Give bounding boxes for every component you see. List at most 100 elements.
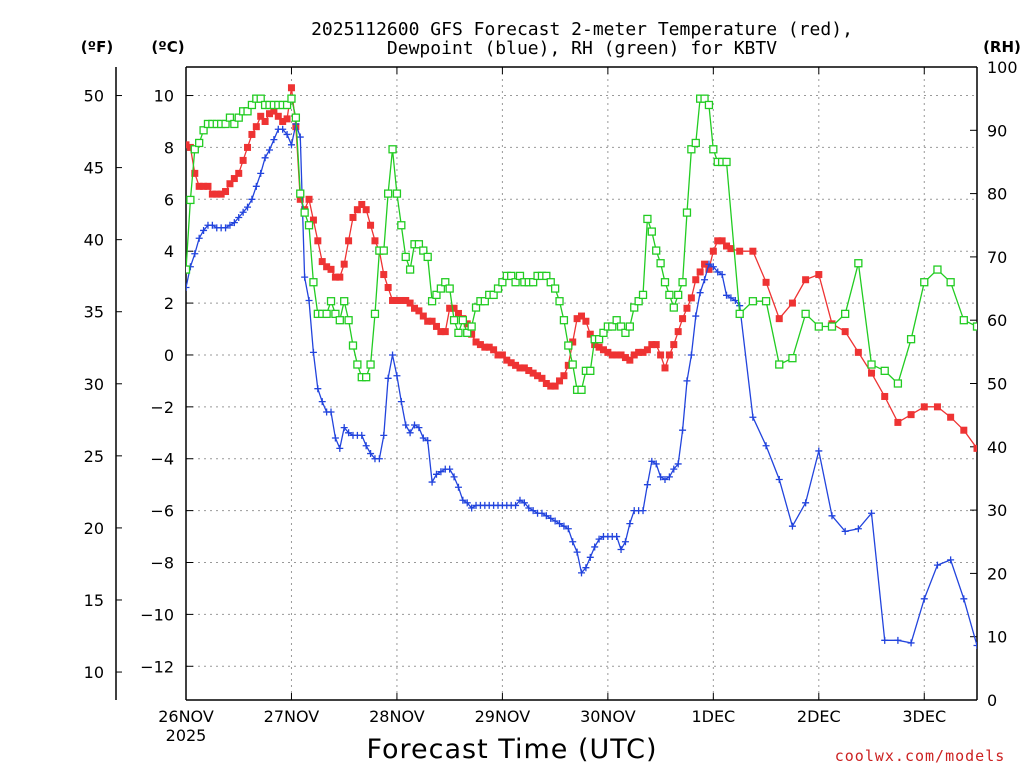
temperature-point	[841, 328, 849, 336]
temperature-point	[815, 271, 823, 279]
temperature-point	[274, 112, 282, 120]
temperature-point	[279, 117, 287, 125]
dewpoint-point	[367, 450, 375, 458]
temperature-point	[371, 237, 379, 245]
dewpoint-point	[947, 556, 955, 564]
temperature-point	[331, 273, 339, 281]
temperature-point	[538, 374, 546, 382]
rh-point	[586, 366, 595, 375]
dewpoint-point	[573, 548, 581, 556]
dewpoint-point	[419, 434, 427, 442]
dewpoint-point	[714, 268, 722, 276]
rh-point	[594, 335, 604, 344]
dewpoint-point	[257, 169, 265, 177]
rh-point	[467, 322, 476, 331]
temperature-point	[380, 271, 388, 279]
dewpoint-point	[450, 473, 458, 481]
dewpoint-point	[411, 421, 419, 429]
dewpoint-point	[186, 284, 190, 292]
temperature-point	[226, 180, 234, 188]
rh-point	[920, 278, 929, 287]
temperature-point	[222, 188, 230, 196]
dewpoint-point	[709, 263, 717, 271]
rh-point	[471, 303, 481, 312]
rh-tick-label: 100	[987, 58, 1018, 77]
fahrenheit-tick-label: 35	[84, 303, 104, 322]
rh-point	[296, 189, 305, 198]
dewpoint-point	[520, 499, 528, 507]
rh-point	[682, 208, 692, 217]
dewpoint-point	[380, 431, 388, 439]
dewpoint-point	[701, 276, 709, 284]
temperature-point	[191, 169, 199, 177]
time-tick-label: 26NOV	[158, 707, 214, 726]
rh-point	[880, 366, 889, 375]
dewpoint-point	[384, 374, 392, 382]
celsius-tick-label: 8	[164, 138, 174, 157]
dewpoint-point	[362, 442, 370, 450]
rh-point	[287, 94, 296, 103]
temperature-point	[261, 117, 269, 125]
rh-point	[854, 259, 863, 268]
rh-tick-label: 10	[987, 628, 1007, 647]
dewpoint-point	[679, 426, 687, 434]
temperature-point	[283, 115, 291, 123]
dewpoint-point	[283, 130, 291, 138]
temperature-point	[367, 221, 375, 229]
dewpoint-point	[191, 250, 199, 258]
celsius-tick-label: 6	[164, 190, 174, 209]
rh-point	[449, 316, 459, 325]
temperature-point	[309, 216, 317, 224]
rh-point	[906, 335, 916, 344]
rh-point	[704, 100, 714, 110]
dewpoint-point	[270, 136, 278, 144]
temperature-point	[336, 273, 344, 281]
temperature-point	[613, 351, 621, 359]
rh-point	[775, 360, 784, 369]
rh-point	[1000, 361, 1007, 368]
rh-point	[493, 284, 503, 293]
temperature-point	[498, 351, 506, 359]
rh-point	[243, 107, 252, 116]
x-axis-label: Forecast Time (UTC)	[366, 734, 657, 765]
rh-point	[282, 100, 292, 110]
dewpoint-point	[727, 294, 735, 302]
temperature-point	[208, 190, 216, 198]
fahrenheit-tick-label: 50	[84, 87, 104, 106]
rh-point	[458, 316, 468, 325]
rh-point	[515, 271, 525, 281]
dewpoint-point	[854, 525, 862, 533]
temperature-point	[327, 265, 335, 273]
temperature-point	[345, 237, 353, 245]
fahrenheit-tick-label: 40	[84, 231, 104, 250]
rh-tick-label: 0	[987, 691, 997, 710]
temperature-point	[525, 367, 533, 375]
temperature-point	[490, 346, 498, 354]
temperature-point	[186, 143, 194, 151]
rh-point	[674, 290, 683, 300]
dewpoint-point	[265, 146, 273, 154]
dewpoint-point	[613, 533, 621, 541]
dewpoint-point	[542, 512, 550, 520]
rh-point	[392, 189, 402, 198]
rh-point	[379, 246, 388, 255]
dewpoint-point	[661, 475, 669, 483]
celsius-tick-label: −4	[150, 450, 174, 469]
rh-point	[423, 252, 432, 262]
temperature-point	[547, 382, 555, 390]
series-line	[186, 87, 977, 450]
rh-point	[405, 265, 415, 274]
temperature-point	[485, 343, 493, 351]
temperature-point	[692, 276, 700, 284]
temperature-point	[687, 294, 695, 302]
temperature-point	[481, 343, 489, 351]
temperature-point	[665, 351, 673, 359]
dewpoint-point	[670, 465, 678, 473]
dewpoint-point	[239, 208, 247, 216]
dewpoint-point	[582, 564, 590, 572]
rh-point	[436, 284, 446, 293]
rh-point	[599, 328, 608, 338]
temperature-point	[248, 130, 256, 138]
dewpoint-point	[331, 434, 339, 442]
celsius-tick-label: 2	[164, 294, 174, 313]
